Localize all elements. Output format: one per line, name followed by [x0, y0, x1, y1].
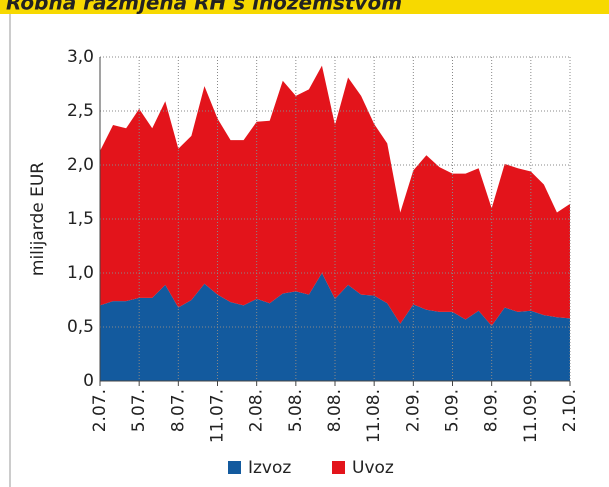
- y-tick-label: 1,0: [67, 263, 94, 283]
- x-tick-label: 2.09.: [403, 389, 423, 432]
- y-tick-label: 3,0: [67, 47, 94, 67]
- x-tick-label: 11.08.: [364, 389, 384, 443]
- x-tick-label: 8.08.: [325, 389, 345, 432]
- x-tick-label: 11.07.: [208, 389, 228, 443]
- y-tick-label: 0,5: [67, 317, 94, 337]
- x-tick-label: 2.08.: [247, 389, 267, 432]
- y-tick-label: 2,5: [67, 101, 94, 121]
- y-tick-label: 0: [83, 371, 94, 391]
- legend-swatch: [332, 461, 345, 474]
- y-tick-label: 1,5: [67, 209, 94, 229]
- x-tick-label: 2.10.: [560, 389, 580, 432]
- y-tick-label: 2,0: [67, 155, 94, 175]
- chart-title: Robna razmjena RH s inozemstvom: [6, 0, 402, 15]
- x-tick-label: 8.07.: [168, 389, 188, 432]
- x-tick-label: 8.09.: [482, 389, 502, 432]
- legend-swatch: [228, 461, 241, 474]
- x-tick-label: 5.09.: [443, 389, 463, 432]
- x-tick-label: 11.09.: [521, 389, 541, 443]
- title-banner: [0, 0, 609, 14]
- x-tick-label: 5.08.: [286, 389, 306, 432]
- legend-label: Uvoz: [352, 458, 394, 478]
- x-tick-label: 5.07.: [129, 389, 149, 432]
- x-tick-label: 2.07.: [90, 389, 110, 432]
- legend-label: Izvoz: [248, 458, 291, 478]
- y-axis-label: milijarde EUR: [28, 162, 48, 276]
